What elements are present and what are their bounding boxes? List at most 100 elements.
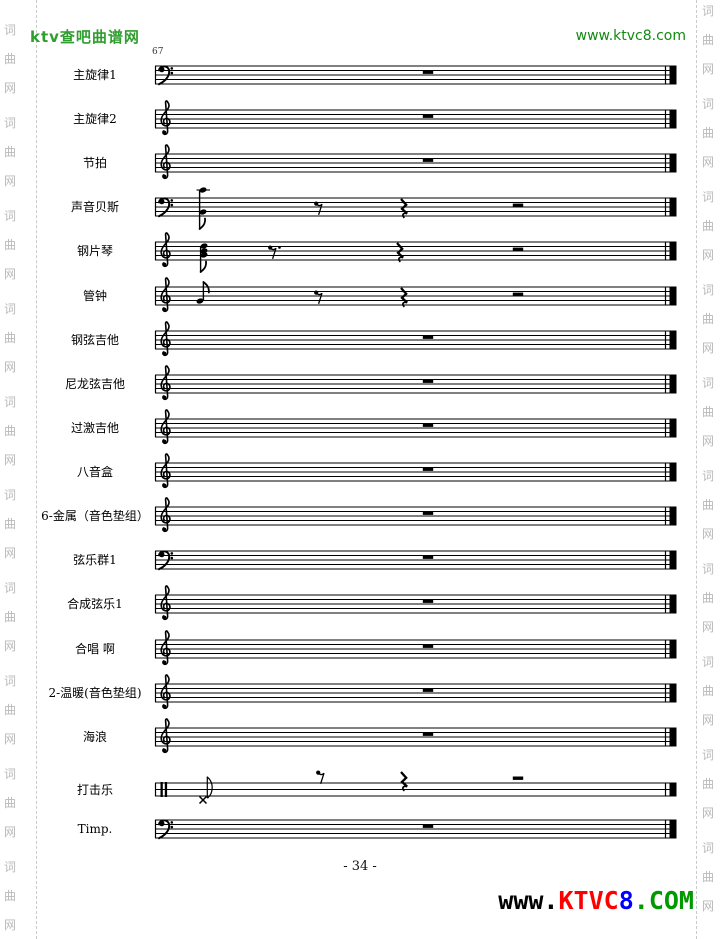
footer-logo-segment: 8 [618, 886, 634, 915]
half-rest [512, 776, 524, 780]
whole-rest [422, 555, 434, 559]
note-head [196, 298, 204, 304]
watermark-char: 曲 [3, 331, 16, 345]
instrument-label: 节拍 [82, 156, 107, 170]
watermark-char: 网 [701, 899, 714, 913]
whole-rest [422, 511, 434, 515]
watermark-char: 网 [3, 639, 16, 653]
watermark-char: 网 [701, 527, 714, 541]
eighth-flag [198, 217, 206, 230]
bass-clef-icon [158, 550, 174, 571]
half-rest [512, 247, 524, 251]
watermark-char: 网 [3, 825, 16, 839]
watermark-char: 词 [3, 488, 16, 502]
note-head [199, 209, 207, 215]
watermark-char: 词 [3, 116, 16, 130]
final-barline-thick [669, 506, 677, 526]
bass-clef-icon [158, 197, 174, 218]
treble-clef-icon [160, 409, 171, 445]
watermark-char: 网 [701, 341, 714, 355]
treble-clef-icon [160, 144, 171, 180]
watermark-char: 词 [701, 283, 714, 297]
instrument-label: 过激吉他 [70, 421, 119, 435]
watermark-char: 词 [701, 190, 714, 204]
watermark-char: 网 [701, 155, 714, 169]
percussion-clef-icon [160, 782, 163, 797]
whole-rest [422, 688, 434, 692]
quarter-rest [400, 287, 408, 308]
watermark-char: 词 [701, 841, 714, 855]
watermark-char: 曲 [701, 126, 714, 140]
watermark-char: 网 [3, 174, 16, 188]
watermark-char: 网 [3, 267, 16, 281]
whole-rest [422, 70, 434, 74]
quarter-rest [400, 198, 408, 219]
watermark-char: 曲 [3, 424, 16, 438]
watermark-char: 曲 [3, 610, 16, 624]
watermark-char: 曲 [3, 145, 16, 159]
instrument-label: 钢片琴 [76, 244, 113, 258]
quarter-rest [396, 242, 404, 263]
watermark-char: 词 [3, 302, 16, 316]
whole-rest [422, 599, 434, 603]
note-head [200, 252, 208, 258]
watermark-char: 曲 [701, 591, 714, 605]
whole-rest [422, 423, 434, 427]
treble-clef-icon [160, 277, 171, 313]
treble-clef-icon [160, 453, 171, 489]
watermark-char: 网 [3, 732, 16, 746]
watermark-char: 网 [701, 806, 714, 820]
watermark-char: 曲 [701, 219, 714, 233]
note-head [200, 243, 208, 249]
watermark-char: 词 [3, 674, 16, 688]
instrument-label: 合唱 啊 [75, 642, 115, 656]
watermark-char: 曲 [701, 684, 714, 698]
eighth-flag [202, 281, 210, 294]
treble-clef-icon [160, 497, 171, 533]
final-barline-thick [669, 153, 677, 173]
final-barline-thick [669, 374, 677, 394]
percussion-clef-icon [164, 782, 168, 797]
bass-clef-icon [158, 819, 174, 840]
instrument-label: 管钟 [82, 289, 107, 303]
watermark-dashed-line-right [696, 0, 697, 939]
watermark-char: 网 [3, 453, 16, 467]
final-barline-thick [669, 727, 677, 747]
instrument-label: 八音盒 [76, 465, 113, 479]
watermark-char: 词 [3, 581, 16, 595]
watermark-char: 词 [3, 209, 16, 223]
watermark-char: 词 [3, 23, 16, 37]
watermark-char: 曲 [3, 703, 16, 717]
final-barline-thick [669, 819, 677, 839]
instrument-label: 主旋律2 [73, 112, 117, 126]
watermark-char: 曲 [701, 498, 714, 512]
whole-rest [422, 824, 434, 828]
eighth-rest [314, 201, 323, 215]
site-url-link[interactable]: www.ktvc8.com [575, 28, 686, 44]
eighth-rest [316, 770, 325, 784]
footer-logo-link[interactable]: www.KTVC8.COM [498, 886, 694, 915]
final-barline-thick [669, 782, 677, 797]
instrument-label: 声音贝斯 [70, 200, 119, 214]
final-barline-thick [669, 683, 677, 703]
treble-clef-icon [160, 100, 171, 136]
instrument-label: 海浪 [82, 730, 107, 744]
watermark-char: 词 [701, 376, 714, 390]
bass-clef-icon [158, 65, 174, 86]
watermark-char: 词 [701, 562, 714, 576]
watermark-char: 网 [701, 434, 714, 448]
watermark-char: 网 [701, 620, 714, 634]
half-rest [512, 292, 524, 296]
watermark-char: 曲 [3, 517, 16, 531]
whole-rest [422, 644, 434, 648]
treble-clef-icon [160, 674, 171, 710]
watermark-char: 曲 [701, 777, 714, 791]
watermark-char: 词 [701, 748, 714, 762]
whole-rest [422, 158, 434, 162]
watermark-char: 曲 [701, 33, 714, 47]
treble-clef-icon [160, 718, 171, 754]
final-barline-thick [669, 286, 677, 306]
treble-clef-icon [160, 365, 171, 401]
watermark-char: 曲 [3, 889, 16, 903]
